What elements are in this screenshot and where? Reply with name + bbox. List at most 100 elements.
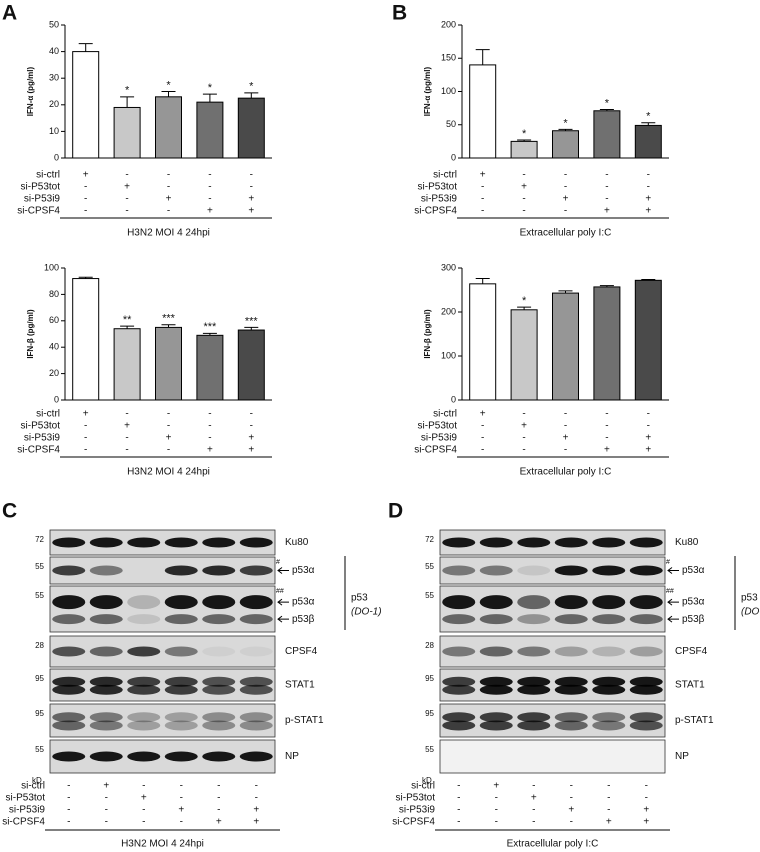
blot-band — [89, 565, 123, 576]
condition-label: si-CPSF4 — [17, 206, 60, 217]
condition-sign: + — [216, 817, 222, 828]
error-bar — [202, 332, 217, 336]
blot-band — [442, 537, 476, 548]
condition-label: si-CPSF4 — [17, 445, 60, 456]
condition-sign: - — [208, 409, 211, 420]
blot-strip — [439, 635, 666, 668]
blot-band — [517, 712, 551, 723]
blot-strip — [49, 585, 276, 633]
y-tick-label: 40 — [49, 342, 59, 352]
blot-strip — [439, 556, 666, 585]
y-tick-label: 100 — [441, 86, 456, 96]
blot-band — [164, 676, 198, 687]
blot-band — [479, 537, 513, 548]
y-tick-label: 50 — [49, 19, 59, 29]
condition-sign: - — [605, 409, 608, 420]
blot-band — [554, 712, 588, 723]
significance: * — [249, 81, 254, 93]
blot-band — [629, 684, 663, 695]
blot-band — [592, 614, 626, 625]
condition-sign: - — [167, 206, 170, 217]
panel-label: B — [392, 2, 407, 25]
condition-sign: - — [67, 793, 70, 804]
bar — [113, 328, 141, 401]
band-note: ## — [276, 588, 284, 595]
blot-band — [517, 595, 551, 610]
blot-band — [239, 751, 273, 762]
y-tick-label: 200 — [441, 306, 456, 316]
condition-sign: + — [124, 182, 130, 193]
condition-sign: + — [563, 194, 569, 205]
condition-sign: - — [125, 445, 128, 456]
blot-band — [442, 720, 476, 731]
significance: * — [125, 85, 130, 97]
condition-label: si-ctrl — [433, 409, 457, 420]
condition-sign: - — [208, 182, 211, 193]
blot-band — [239, 720, 273, 731]
blot-band — [52, 684, 86, 695]
condition-sign: + — [645, 206, 651, 217]
condition-sign: - — [495, 805, 498, 816]
condition-sign: - — [564, 421, 567, 432]
blot-band — [202, 595, 236, 610]
blot-band — [517, 565, 551, 576]
row-label: STAT1 — [285, 680, 315, 691]
blot-strip — [49, 529, 276, 556]
condition-sign: - — [125, 433, 128, 444]
condition-sign: + — [645, 433, 651, 444]
condition-sign: - — [457, 793, 460, 804]
y-tick-label: 200 — [441, 19, 456, 29]
panel-label: D — [388, 500, 403, 523]
condition-sign: - — [250, 170, 253, 181]
row-label: p-STAT1 — [285, 715, 324, 726]
condition-sign: - — [532, 781, 535, 792]
error-bar — [120, 96, 135, 108]
y-axis-label: IFN-α (pg/ml) — [423, 66, 432, 116]
blot-band — [517, 676, 551, 687]
row-label: CPSF4 — [675, 646, 708, 657]
condition-sign: - — [457, 781, 460, 792]
blot-band — [554, 565, 588, 576]
condition-label: si-ctrl — [36, 170, 60, 181]
error-bar — [120, 325, 135, 329]
blot-band — [127, 684, 161, 695]
bar — [237, 97, 265, 159]
blot-band — [592, 720, 626, 731]
condition-sign: + — [568, 805, 574, 816]
condition-sign: - — [522, 194, 525, 205]
mw-unit: kD — [32, 776, 42, 785]
blot-band — [442, 712, 476, 723]
blot-band — [442, 646, 476, 657]
condition-sign: - — [167, 409, 170, 420]
blot-band — [554, 537, 588, 548]
group-label: p53 — [741, 593, 758, 604]
blot-band — [164, 537, 198, 548]
condition-sign: - — [481, 182, 484, 193]
blot-strip — [439, 529, 666, 556]
y-tick-label: 300 — [441, 262, 456, 272]
condition-sign: - — [522, 433, 525, 444]
condition-sign: - — [607, 793, 610, 804]
condition-sign: - — [255, 781, 258, 792]
y-axis-label: IFN-α (pg/ml) — [26, 66, 35, 116]
condition-sign: + — [645, 445, 651, 456]
condition-sign: - — [564, 206, 567, 217]
blot-band — [239, 712, 273, 723]
blot-band — [127, 595, 161, 610]
condition-sign: - — [180, 817, 183, 828]
blot-band — [592, 537, 626, 548]
condition-sign: + — [178, 805, 184, 816]
blot-band — [592, 565, 626, 576]
mw-marker: 28 — [425, 641, 434, 650]
blot-band — [164, 595, 198, 610]
blot-band — [554, 720, 588, 731]
condition-sign: - — [142, 817, 145, 828]
condition-sign: - — [607, 781, 610, 792]
y-tick-label: 80 — [49, 289, 59, 299]
condition-sign: - — [208, 421, 211, 432]
blot-band — [127, 751, 161, 762]
condition-sign: - — [167, 421, 170, 432]
condition-sign: - — [125, 170, 128, 181]
blot-band — [442, 614, 476, 625]
bar — [552, 292, 579, 401]
